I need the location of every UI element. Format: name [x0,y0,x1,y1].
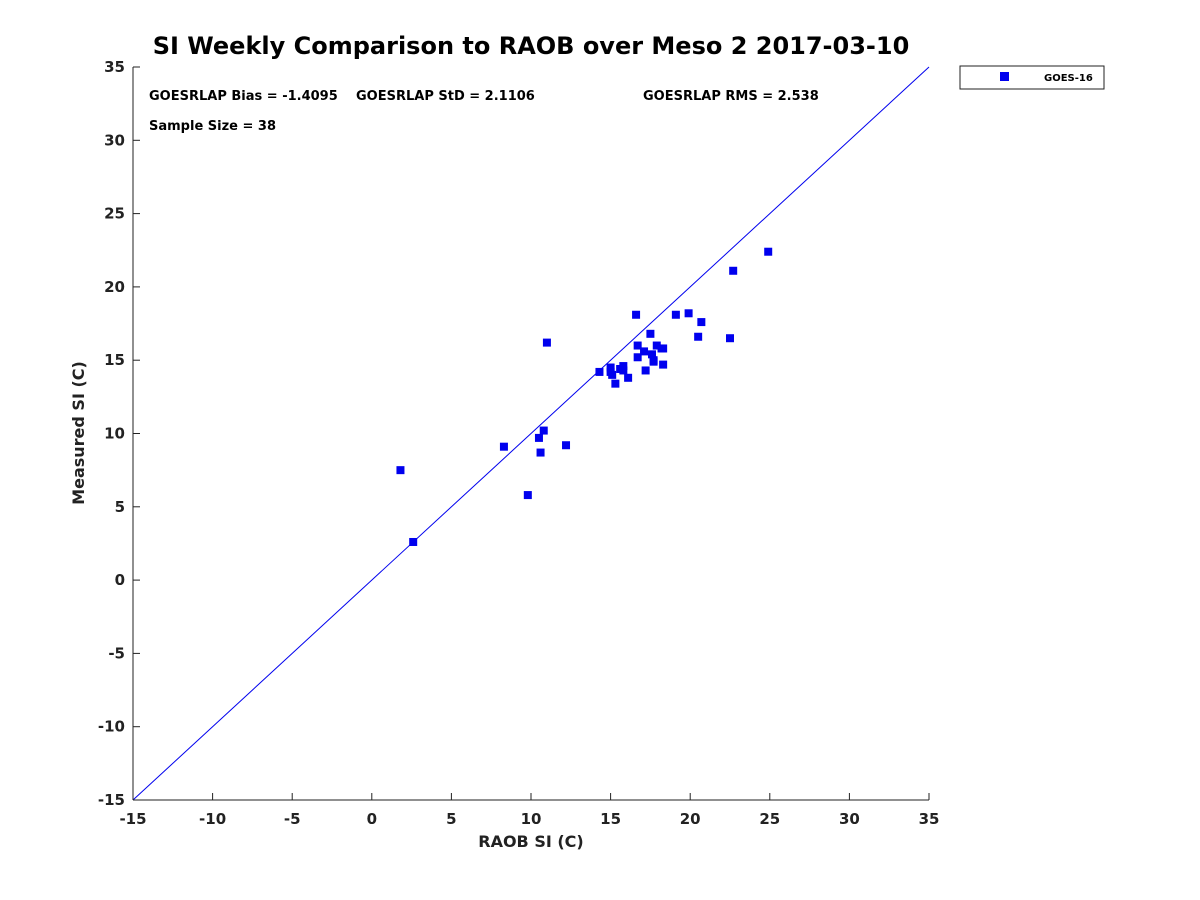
data-point [499,442,508,451]
one-to-one-line [132,66,930,801]
data-point [396,466,405,475]
y-axis-ticks: -15 -10 -5 0 5 10 15 20 25 30 35 [98,58,140,809]
x-tick-label: 0 [367,810,377,828]
sample-size-annotation: Sample Size = 38 [149,119,276,134]
plot-area [132,66,930,801]
x-tick-label: -15 [119,810,146,828]
data-point [562,441,571,450]
x-tick-label: -10 [199,810,226,828]
data-point [697,318,706,327]
x-tick-label: 15 [600,810,621,828]
data-point [611,379,620,388]
y-axis-label: Measured SI (C) [69,361,88,505]
x-tick-label: 25 [759,810,780,828]
y-tick-label: 20 [104,278,125,296]
legend-marker [1000,72,1009,81]
x-tick-label: -5 [284,810,301,828]
data-point [534,433,543,442]
data-point [729,266,738,275]
data-point [606,363,615,372]
x-tick-label: 20 [680,810,701,828]
data-point [684,309,693,318]
data-point [671,310,680,319]
data-point [652,341,661,350]
data-point [619,362,628,371]
data-point [659,344,668,353]
x-tick-label: 10 [521,810,542,828]
y-tick-label: 10 [104,425,125,443]
data-point [646,329,655,338]
data-point [659,360,668,369]
x-tick-label: 5 [446,810,456,828]
data-point [726,334,734,343]
x-tick-label: 30 [839,810,860,828]
y-tick-label: 35 [104,58,125,76]
x-axis-ticks: -15 -10 -5 0 5 10 15 20 25 30 35 [119,793,939,828]
data-point [633,341,642,350]
data-point [539,426,548,435]
legend-box [959,65,1105,90]
data-point [641,366,650,375]
y-tick-label: 5 [115,498,125,516]
bias-annotation: GOESRLAP Bias = -1.4095 [149,89,338,104]
data-point [694,332,703,341]
data-point [640,347,649,356]
data-point [523,491,532,500]
legend-label: GOES-16 [1044,73,1093,84]
chart-title: SI Weekly Comparison to RAOB over Meso 2… [153,32,910,60]
y-tick-label: -5 [108,644,125,662]
data-point [649,356,658,365]
data-point [633,353,642,362]
data-point [624,373,633,382]
rms-annotation: GOESRLAP RMS = 2.538 [643,89,819,104]
data-point [647,350,656,359]
data-point [536,448,545,457]
data-point [542,338,551,347]
y-tick-label: -15 [98,791,125,809]
x-axis-label: RAOB SI (C) [478,832,583,851]
data-point [632,310,641,319]
y-tick-label: 0 [115,571,125,589]
std-annotation: GOESRLAP StD = 2.1106 [356,89,535,104]
data-point [619,366,628,375]
data-point [764,247,773,256]
data-point [409,537,418,546]
data-point [595,367,604,376]
y-tick-label: 25 [104,205,125,223]
data-point [608,370,617,379]
y-tick-label: 15 [104,351,125,369]
x-tick-label: 35 [919,810,940,828]
y-tick-label: -10 [98,718,125,736]
y-tick-label: 30 [104,131,125,149]
legend: GOES-16 [959,65,1105,90]
